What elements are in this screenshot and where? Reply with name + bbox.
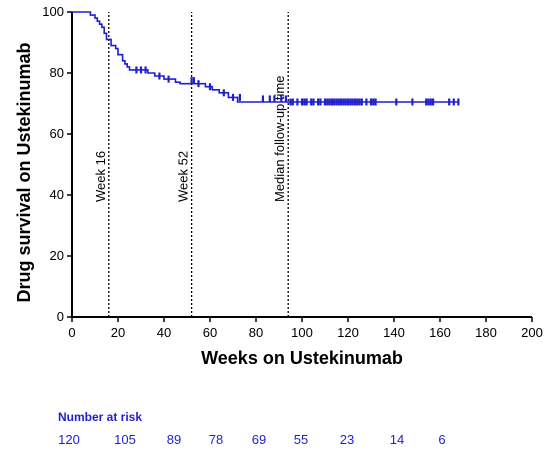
x-tick-label: 140 bbox=[383, 325, 405, 340]
risk-count: 6 bbox=[438, 432, 446, 447]
y-tick-label: 60 bbox=[50, 126, 64, 141]
y-axis-title: Drug survival on Ustekinumab bbox=[14, 42, 34, 302]
risk-table-title: Number at risk bbox=[58, 410, 143, 424]
risk-count: 23 bbox=[339, 432, 355, 447]
x-tick-label: 20 bbox=[111, 325, 125, 340]
x-tick-label: 60 bbox=[203, 325, 217, 340]
x-tick-label: 40 bbox=[157, 325, 171, 340]
risk-count: 120 bbox=[58, 432, 80, 447]
x-tick-label: 200 bbox=[521, 325, 543, 340]
survival-curve bbox=[72, 11, 459, 103]
reference-line-label: Week 52 bbox=[176, 151, 191, 202]
reference-line-label: Median follow-up time bbox=[272, 76, 287, 202]
x-tick-label: 160 bbox=[429, 325, 451, 340]
reference-line-label: Week 16 bbox=[93, 151, 108, 202]
y-tick-label: 0 bbox=[57, 309, 64, 324]
x-tick-label: 0 bbox=[68, 325, 75, 340]
risk-table: Number at risk 120 105 89 78 69 55 23 14 6 bbox=[0, 400, 550, 450]
risk-count: 14 bbox=[389, 432, 405, 447]
risk-count: 55 bbox=[293, 432, 309, 447]
x-tick-label: 120 bbox=[337, 325, 359, 340]
x-tick-label: 80 bbox=[249, 325, 263, 340]
risk-count: 78 bbox=[208, 432, 224, 447]
x-tick-label: 180 bbox=[475, 325, 497, 340]
risk-count: 89 bbox=[166, 432, 182, 447]
risk-count: 69 bbox=[251, 432, 267, 447]
survival-chart: 0 20 40 60 80 100 120 140 160 180 200 0 20 40 60 80 100 W… bbox=[14, 4, 543, 368]
y-tick-label: 40 bbox=[50, 187, 64, 202]
y-tick-label: 100 bbox=[42, 4, 64, 19]
y-tick-label: 20 bbox=[50, 248, 64, 263]
y-tick-label: 80 bbox=[50, 65, 64, 80]
risk-count: 105 bbox=[114, 432, 136, 447]
x-axis-title: Weeks on Ustekinumab bbox=[201, 348, 403, 368]
x-tick-label: 100 bbox=[291, 325, 313, 340]
